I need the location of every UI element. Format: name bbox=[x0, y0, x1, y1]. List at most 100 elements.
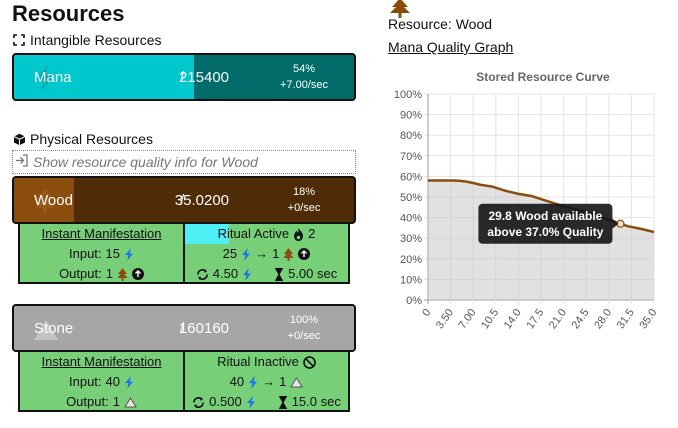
stone-ritual-title-row: Ritual Inactive bbox=[185, 352, 348, 372]
x-tick-label: 3.50 bbox=[434, 307, 456, 331]
wood-ritual-input: 25 bbox=[222, 246, 238, 261]
mana-slash: / bbox=[180, 69, 185, 86]
stone-instant-output: Output: 1 bbox=[20, 392, 183, 412]
wood-fill bbox=[14, 178, 74, 222]
x-tick-label: 21.0 bbox=[547, 307, 569, 331]
x-tick-label: 14.0 bbox=[502, 307, 524, 331]
wood-input-label: Input: bbox=[69, 246, 102, 261]
mana-quality-graph-link[interactable]: Mana Quality Graph bbox=[388, 39, 514, 55]
wood-stats: 18% +0/sec bbox=[264, 184, 344, 216]
stone-rate: +0/sec bbox=[287, 330, 321, 342]
intangible-section-title: Intangible Resources bbox=[12, 30, 356, 50]
wood-instant-output: Output: 1 bbox=[20, 264, 183, 284]
tooltip-caret bbox=[612, 218, 619, 229]
stone-mountain-icon bbox=[34, 320, 58, 340]
stone-output-label: Output: bbox=[66, 394, 109, 409]
quality-info-link[interactable]: Show resource quality info for Wood bbox=[12, 150, 356, 174]
stone-instant-cell: Instant Manifestation Input: 40 Output: … bbox=[20, 352, 185, 410]
hourglass-icon bbox=[275, 267, 284, 281]
recycle-icon bbox=[196, 268, 208, 280]
stone-slash: / bbox=[180, 320, 185, 337]
stone-instant-input: Input: 40 bbox=[20, 372, 183, 392]
resource-label: Resource: Wood bbox=[388, 16, 493, 32]
wood-percent: 18% bbox=[292, 186, 316, 198]
hourglass-icon bbox=[278, 395, 287, 409]
stone-name: Stone bbox=[34, 320, 74, 337]
wood-instant-button[interactable]: Instant Manifestation bbox=[41, 226, 162, 241]
stone-ritual-cost: 0.500 bbox=[209, 394, 242, 409]
wood-ritual-cell[interactable]: Ritual Active 2 25 → 1 4.50 5.00 sec bbox=[185, 224, 348, 282]
stone-ritual-cell[interactable]: Ritual Inactive 40 → 1 0.500 15.0 sec bbox=[185, 352, 348, 410]
wood-rate: +0/sec bbox=[287, 202, 321, 214]
mountain-icon bbox=[124, 396, 137, 407]
wood-input-value: 15 bbox=[105, 246, 120, 261]
wood-ritual-recipe: 25 → 1 bbox=[185, 244, 348, 264]
quality-info-text: Show resource quality info for Wood bbox=[33, 154, 258, 170]
wood-name: Wood bbox=[34, 192, 73, 209]
stone-bar[interactable]: Stone 160 / 160 100% +0/sec bbox=[12, 304, 356, 352]
ban-icon bbox=[303, 355, 316, 369]
wood-instant-input: Input: 15 bbox=[20, 244, 183, 264]
x-tick-label: 24.5 bbox=[570, 307, 592, 331]
stored-resource-chart: Stored Resource Curve 0% 10% 20% 30% 40% 50% 6… bbox=[394, 70, 660, 331]
flame-icon bbox=[294, 227, 304, 241]
cube-icon bbox=[12, 132, 26, 146]
stone-instant-button[interactable]: Instant Manifestation bbox=[41, 354, 162, 369]
x-tick-label: 28.0 bbox=[592, 307, 614, 331]
stone-ritual-recipe: 40 → 1 bbox=[185, 372, 348, 392]
y-tick-label: 60% bbox=[400, 171, 422, 183]
wood-ritual-title-row: Ritual Active 2 bbox=[185, 224, 348, 244]
tooltip: 29.8 Wood available above 37.0% Quality bbox=[478, 203, 619, 244]
sign-in-icon bbox=[15, 154, 29, 170]
y-tick-label: 40% bbox=[400, 213, 422, 225]
bolt-icon bbox=[249, 375, 258, 389]
x-tick-label: 10.5 bbox=[479, 307, 501, 331]
mana-fill bbox=[14, 55, 194, 99]
arrow-up-circle-icon bbox=[131, 268, 144, 280]
mountain-icon bbox=[290, 376, 304, 387]
arrow-right-icon: → bbox=[255, 246, 269, 261]
expand-icon bbox=[12, 33, 26, 47]
stone-ritual-time: 15.0 sec bbox=[291, 394, 341, 409]
wood-tree-icon bbox=[390, 0, 410, 18]
mana-bar[interactable]: Mana 215 / 400 54% +7.00/sec bbox=[12, 53, 356, 101]
x-tick-label: 35.0 bbox=[637, 307, 659, 331]
mana-max: 400 bbox=[204, 69, 230, 86]
page-title: Resources bbox=[12, 1, 125, 26]
physical-section-title: Physical Resources bbox=[12, 129, 356, 149]
wood-output-value: 1 bbox=[105, 266, 113, 281]
stone-manifestation-panel: Instant Manifestation Input: 40 Output: … bbox=[18, 352, 350, 412]
wood-ritual-output: 1 bbox=[272, 246, 280, 261]
stone-ritual-input: 40 bbox=[229, 374, 245, 389]
y-tick-label: 100% bbox=[394, 89, 422, 101]
stone-percent: 100% bbox=[289, 314, 319, 326]
y-tick-label: 90% bbox=[400, 110, 422, 122]
mana-current: 215 bbox=[178, 69, 204, 86]
stone-ritual-cost-row: 0.500 15.0 sec bbox=[185, 392, 348, 412]
stone-output-value: 1 bbox=[112, 394, 120, 409]
recycle-icon bbox=[193, 396, 204, 408]
x-tick-label: 17.5 bbox=[524, 307, 546, 331]
wood-instant-cell: Instant Manifestation Input: 15 Output: … bbox=[20, 224, 185, 282]
wood-tree-icon bbox=[35, 188, 55, 214]
mana-rate: +7.00/sec bbox=[279, 79, 328, 91]
bolt-icon bbox=[125, 247, 133, 261]
wood-slash: / bbox=[180, 192, 185, 209]
ritual-progress bbox=[185, 224, 229, 244]
stone-ritual-output: 1 bbox=[279, 374, 287, 389]
mana-name: Mana bbox=[34, 69, 72, 86]
bolt-icon bbox=[246, 395, 255, 409]
wood-ritual-time: 5.00 sec bbox=[288, 266, 338, 281]
y-tick-label: 20% bbox=[400, 254, 422, 266]
wood-manifestation-panel: Instant Manifestation Input: 15 Output: … bbox=[18, 224, 350, 284]
tooltip-line-1: 29.8 Wood available bbox=[489, 209, 603, 223]
wood-ritual-title: Ritual Active bbox=[217, 226, 290, 241]
physical-title: Physical Resources bbox=[30, 131, 153, 147]
bolt-icon bbox=[242, 247, 251, 261]
wood-ritual-cost-row: 4.50 5.00 sec bbox=[185, 264, 348, 284]
y-tick-label: 50% bbox=[400, 192, 422, 204]
y-tick-label: 70% bbox=[400, 151, 422, 163]
tooltip-box bbox=[478, 203, 613, 244]
wood-bar[interactable]: Wood 35.0 / 200 18% +0/sec bbox=[12, 176, 356, 224]
arrow-up-circle-icon bbox=[298, 248, 311, 260]
